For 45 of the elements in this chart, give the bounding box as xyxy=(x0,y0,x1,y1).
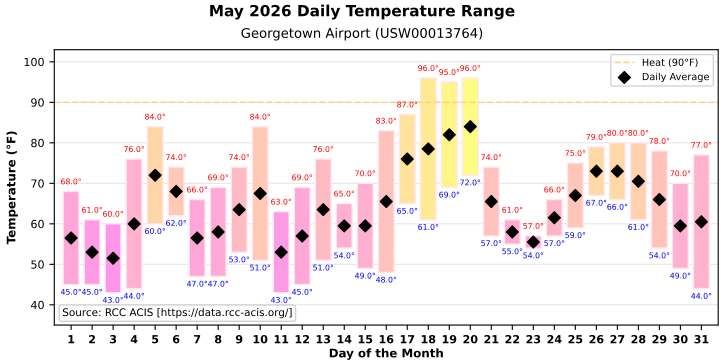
y-axis-title: Temperature (°F) xyxy=(6,132,18,244)
x-tick-label: 13 xyxy=(316,335,330,344)
x-tick-label: 21 xyxy=(484,335,498,344)
x-tick-label: 5 xyxy=(152,335,158,344)
x-tick-label: 10 xyxy=(254,335,268,344)
x-tick-label: 2 xyxy=(89,335,96,344)
x-tick-label: 3 xyxy=(110,335,116,344)
x-tick-label: 16 xyxy=(380,335,394,344)
legend-label: Daily Average xyxy=(642,72,709,82)
y-tick-label: 90 xyxy=(31,98,44,107)
x-tick-label: 19 xyxy=(442,335,456,344)
x-tick-label: 17 xyxy=(400,335,414,344)
x-tick-label: 9 xyxy=(236,335,242,344)
x-tick-label: 1 xyxy=(68,335,74,344)
x-tick-label: 27 xyxy=(610,335,624,344)
x-tick-label: 29 xyxy=(652,335,666,344)
x-tick-label: 28 xyxy=(632,335,646,344)
x-tick-label: 31 xyxy=(694,335,708,344)
x-tick-label: 6 xyxy=(172,335,180,344)
x-tick-label: 20 xyxy=(463,335,478,344)
legend-label: Heat (90°F) xyxy=(642,58,698,68)
y-tick-label: 60 xyxy=(31,220,44,228)
x-tick-label: 18 xyxy=(422,335,436,344)
y-tick-label: 70 xyxy=(31,179,44,188)
x-tick-label: 11 xyxy=(274,335,288,344)
x-tick-label: 24 xyxy=(547,335,562,344)
x-tick-label: 8 xyxy=(214,335,222,344)
x-axis-title: Day of the Month xyxy=(330,348,443,360)
x-tick-label: 4 xyxy=(130,335,138,344)
y-tick-label: 100 xyxy=(24,58,44,66)
x-tick-label: 26 xyxy=(590,335,604,344)
y-tick-label: 40 xyxy=(30,300,44,310)
x-tick-label: 25 xyxy=(568,335,582,344)
x-tick-label: 7 xyxy=(194,335,200,344)
x-tick-label: 22 xyxy=(505,335,520,344)
x-tick-label: 23 xyxy=(526,335,540,344)
x-tick-label: 14 xyxy=(338,335,352,344)
chart-title: May 2026 Daily Temperature Range xyxy=(210,4,514,20)
x-tick-label: 30 xyxy=(673,335,688,344)
y-tick-label: 80 xyxy=(31,138,44,148)
x-tick-label: 15 xyxy=(358,335,372,344)
chart-subtitle: Georgetown Airport (USW00013764) xyxy=(241,28,482,41)
x-tick-label: 12 xyxy=(296,335,309,344)
y-tick-label: 50 xyxy=(31,260,44,269)
annotation: Source: RCC ACIS [https://data.rcc-acis.org/] xyxy=(62,308,292,318)
